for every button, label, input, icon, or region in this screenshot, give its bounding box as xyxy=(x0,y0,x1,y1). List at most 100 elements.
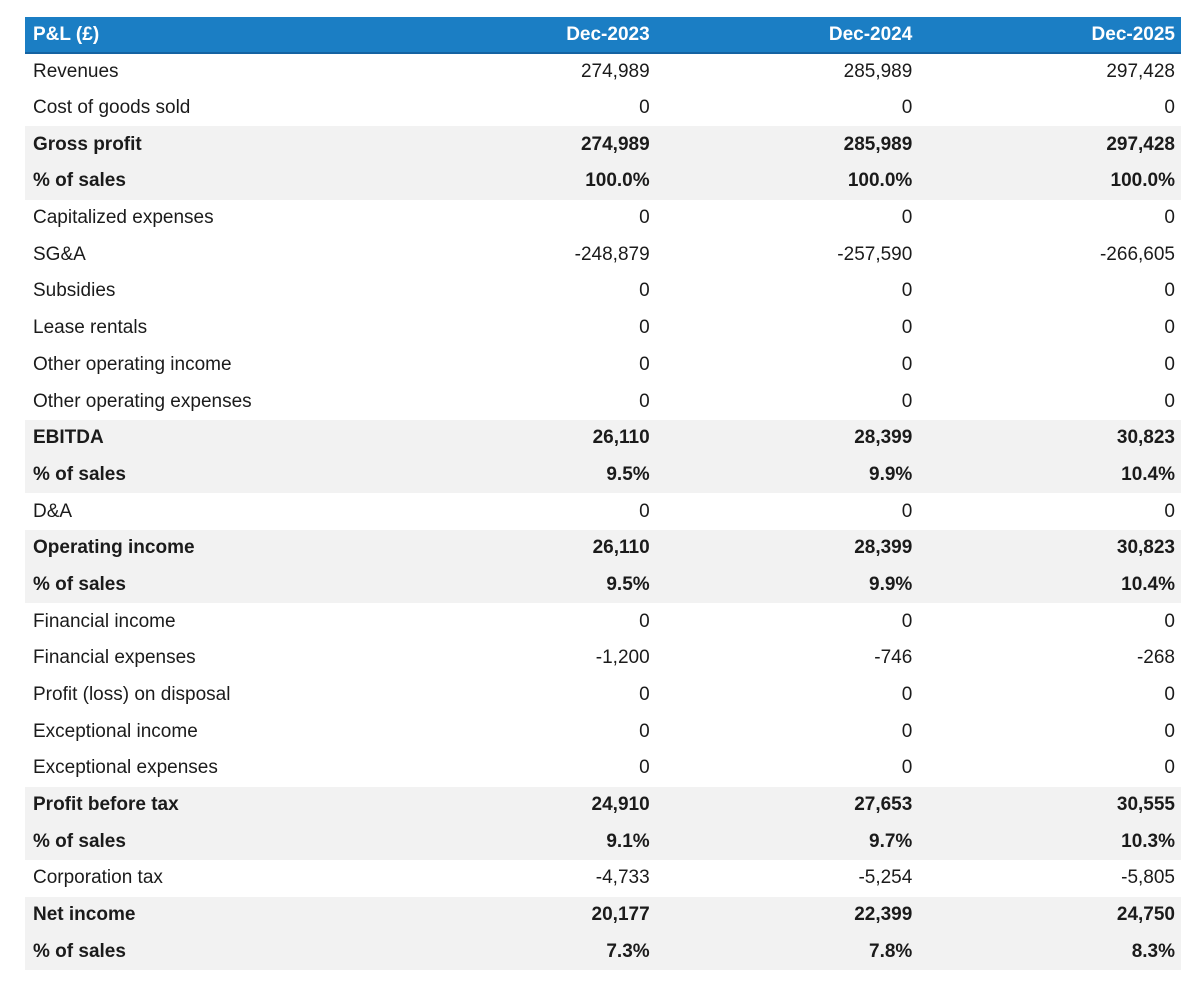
value-cell: 0 xyxy=(639,280,650,302)
row-label: Gross profit xyxy=(25,126,393,164)
row-financial-expenses: Financial expenses -1,200 -746 -268 xyxy=(25,640,1181,677)
pl-statement-table: P&L (£) Dec-2023 Dec-2024 Dec-2025 Reven… xyxy=(25,17,1181,971)
row-label: Other operating expenses xyxy=(33,390,252,412)
value-cell: 0 xyxy=(901,97,913,119)
table-header-row: P&L (£) Dec-2023 Dec-2024 Dec-2025 xyxy=(25,17,1181,54)
row-label: % of sales xyxy=(25,933,393,971)
column-header-dec-2023: Dec-2023 xyxy=(393,17,656,54)
row-label: Net income xyxy=(25,896,393,934)
row-label: % of sales xyxy=(25,163,393,200)
row-label: Cost of goods sold xyxy=(33,97,191,119)
value-cell: 0 xyxy=(639,684,650,706)
value-cell: 0 xyxy=(639,757,650,779)
row-label: Profit (loss) on disposal xyxy=(33,684,231,706)
column-header-dec-2024: Dec-2024 xyxy=(655,17,919,54)
value-cell: 10.4% xyxy=(918,456,1181,494)
value-cell: 24,910 xyxy=(393,786,656,824)
value-cell: -4,733 xyxy=(595,867,650,889)
value-cell: 30,823 xyxy=(918,529,1181,567)
value-cell: 274,989 xyxy=(393,126,656,164)
row-revenues: Revenues 274,989 285,989 297,428 xyxy=(25,53,1181,90)
value-cell: -746 xyxy=(874,647,913,669)
value-cell: 274,989 xyxy=(580,60,650,82)
value-cell: -268 xyxy=(1136,647,1175,669)
value-cell: 9.9% xyxy=(655,566,919,604)
value-cell: 9.7% xyxy=(655,823,919,861)
row-ebitda-margin: % of sales 9.5% 9.9% 10.4% xyxy=(25,456,1181,494)
value-cell: 27,653 xyxy=(655,786,919,824)
value-cell: 285,989 xyxy=(843,60,913,82)
value-cell: 100.0% xyxy=(918,163,1181,200)
value-cell: 0 xyxy=(1164,317,1175,339)
value-cell: -1,200 xyxy=(595,647,650,669)
value-cell: 297,428 xyxy=(918,126,1181,164)
row-label: Operating income xyxy=(25,529,393,567)
row-other-operating-income: Other operating income 0 0 0 xyxy=(25,347,1181,384)
row-label: Exceptional income xyxy=(33,720,198,742)
row-corporation-tax: Corporation tax -4,733 -5,254 -5,805 xyxy=(25,860,1181,897)
value-cell: 0 xyxy=(901,280,913,302)
value-cell: 24,750 xyxy=(918,896,1181,934)
value-cell: 10.4% xyxy=(918,566,1181,604)
value-cell: 0 xyxy=(1164,500,1175,522)
row-label: Lease rentals xyxy=(33,317,148,339)
value-cell: 0 xyxy=(639,317,650,339)
row-financial-income: Financial income 0 0 0 xyxy=(25,603,1181,640)
row-label: Other operating income xyxy=(33,353,232,375)
row-label: Capitalized expenses xyxy=(33,207,214,229)
value-cell: 0 xyxy=(639,500,650,522)
row-net-income: Net income 20,177 22,399 24,750 xyxy=(25,896,1181,934)
value-cell: 0 xyxy=(901,684,913,706)
value-cell: 28,399 xyxy=(655,529,919,567)
value-cell: 9.1% xyxy=(393,823,656,861)
row-label: Subsidies xyxy=(33,280,116,302)
value-cell: 0 xyxy=(639,390,650,412)
row-exceptional-income: Exceptional income 0 0 0 xyxy=(25,713,1181,750)
value-cell: 7.8% xyxy=(655,933,919,971)
value-cell: 0 xyxy=(901,500,913,522)
row-subsidies: Subsidies 0 0 0 xyxy=(25,273,1181,310)
row-sga: SG&A -248,879 -257,590 -266,605 xyxy=(25,236,1181,273)
row-gross-profit: Gross profit 274,989 285,989 297,428 xyxy=(25,126,1181,164)
value-cell: 0 xyxy=(1164,757,1175,779)
value-cell: 0 xyxy=(1164,684,1175,706)
value-cell: 0 xyxy=(901,207,913,229)
row-label: % of sales xyxy=(25,823,393,861)
value-cell: 0 xyxy=(1164,353,1175,375)
value-cell: 0 xyxy=(1164,720,1175,742)
value-cell: 26,110 xyxy=(393,529,656,567)
table-title: P&L (£) xyxy=(25,17,393,54)
value-cell: 7.3% xyxy=(393,933,656,971)
row-profit-before-tax: Profit before tax 24,910 27,653 30,555 xyxy=(25,786,1181,824)
value-cell: 9.9% xyxy=(655,456,919,494)
value-cell: 0 xyxy=(901,353,913,375)
value-cell: 0 xyxy=(1164,280,1175,302)
value-cell: 30,823 xyxy=(918,419,1181,457)
row-label: % of sales xyxy=(25,566,393,604)
value-cell: 10.3% xyxy=(918,823,1181,861)
row-profit-before-tax-margin: % of sales 9.1% 9.7% 10.3% xyxy=(25,823,1181,861)
value-cell: 0 xyxy=(639,207,650,229)
value-cell: 9.5% xyxy=(393,566,656,604)
row-label: D&A xyxy=(33,500,73,522)
value-cell: 0 xyxy=(639,97,650,119)
value-cell: 22,399 xyxy=(655,896,919,934)
row-lease-rentals: Lease rentals 0 0 0 xyxy=(25,310,1181,347)
row-label: EBITDA xyxy=(25,419,393,457)
value-cell: 0 xyxy=(901,317,913,339)
pl-statement-table-container: P&L (£) Dec-2023 Dec-2024 Dec-2025 Reven… xyxy=(25,17,1181,971)
value-cell: 297,428 xyxy=(1106,60,1175,82)
row-exceptional-expenses: Exceptional expenses 0 0 0 xyxy=(25,750,1181,787)
value-cell: 8.3% xyxy=(918,933,1181,971)
value-cell: 0 xyxy=(639,353,650,375)
row-net-income-margin: % of sales 7.3% 7.8% 8.3% xyxy=(25,933,1181,971)
value-cell: 9.5% xyxy=(393,456,656,494)
row-label: Revenues xyxy=(33,60,119,82)
row-label: SG&A xyxy=(33,243,86,265)
value-cell: 20,177 xyxy=(393,896,656,934)
row-other-operating-expenses: Other operating expenses 0 0 0 xyxy=(25,383,1181,420)
value-cell: 28,399 xyxy=(655,419,919,457)
row-ebitda: EBITDA 26,110 28,399 30,823 xyxy=(25,419,1181,457)
row-label: Corporation tax xyxy=(33,867,163,889)
row-label: Financial income xyxy=(33,610,176,632)
